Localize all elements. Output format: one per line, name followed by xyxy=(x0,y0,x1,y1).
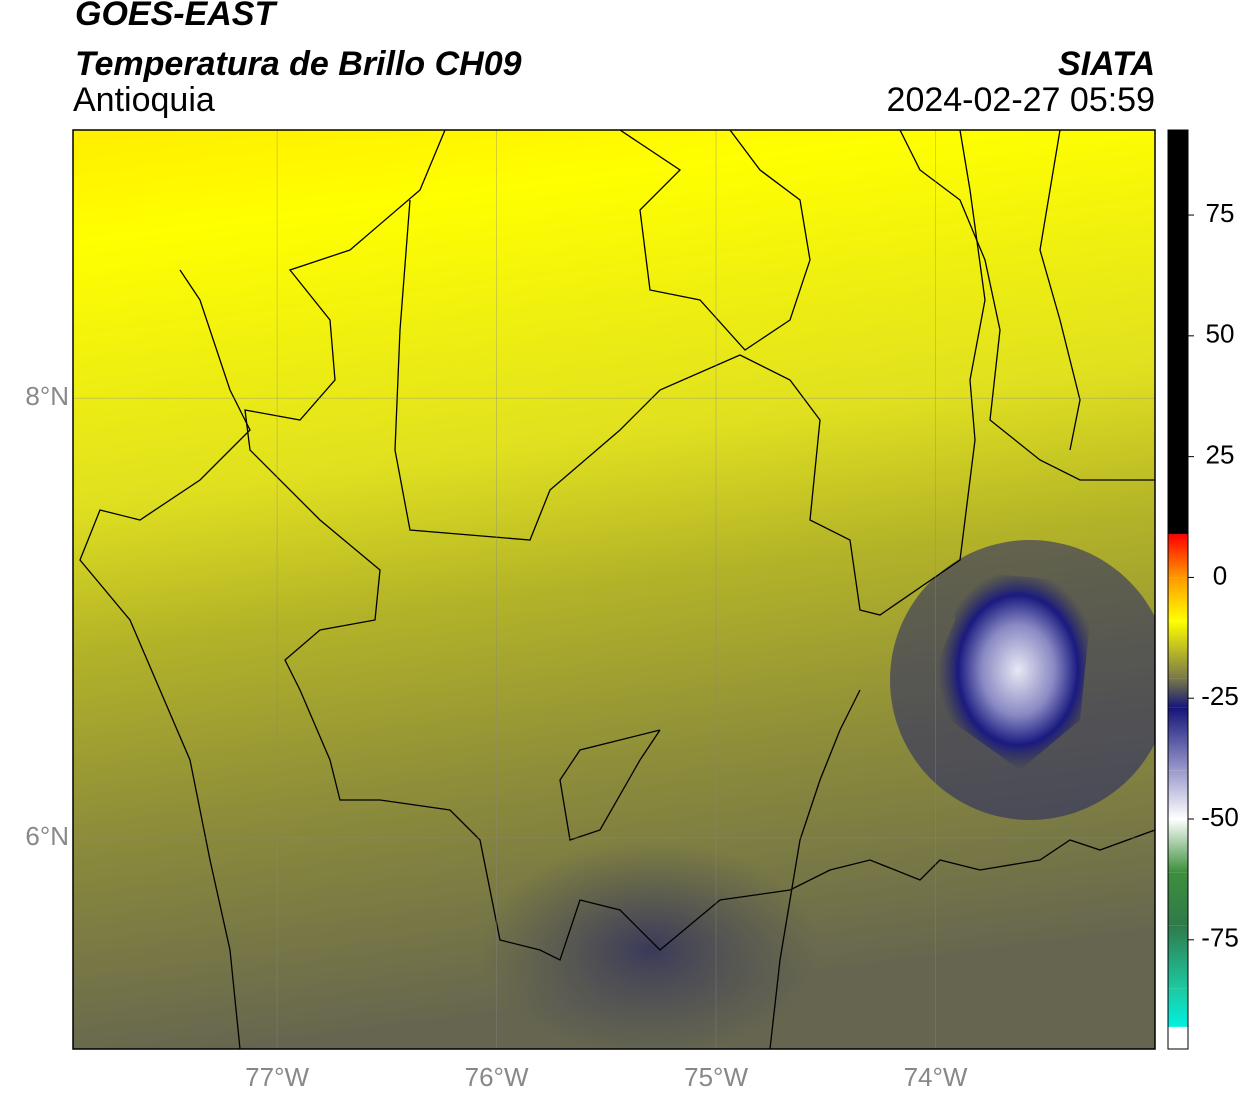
timestamp: 2024-02-27 05:59 xyxy=(887,81,1155,119)
map-image xyxy=(73,130,1155,1049)
title: GOES-EAST xyxy=(75,0,278,33)
subtitle: Temperatura de Brillo CH09 xyxy=(75,45,522,83)
colorbar-tick-label: 0 xyxy=(1213,560,1227,590)
colorbar-tick-label: -75 xyxy=(1201,923,1239,953)
colorbar-segment xyxy=(1168,1026,1188,1028)
source: SIATA xyxy=(1058,45,1155,83)
colorbar-segment xyxy=(1168,988,1188,1027)
colorbar-frame xyxy=(1167,129,1189,1050)
x-tick-label: 75°W xyxy=(684,1062,748,1092)
cold-area xyxy=(480,840,820,1049)
x-tick-label: 77°W xyxy=(245,1062,309,1092)
colorbar-segment xyxy=(1168,707,1188,771)
colorbar-tick-label: -25 xyxy=(1201,681,1239,711)
borders xyxy=(79,130,1155,1049)
colorbar-segment xyxy=(1168,533,1188,535)
colorbar-tick-label: -50 xyxy=(1201,802,1239,832)
colorbar-segment xyxy=(1168,925,1188,989)
colorbar-tick-label: 75 xyxy=(1206,198,1235,228)
graticule xyxy=(73,130,1155,1049)
colorbar-tick-label: 50 xyxy=(1206,319,1235,349)
cloud-core xyxy=(930,570,1090,770)
colorbar-segment xyxy=(1168,577,1188,621)
colorbar-segment xyxy=(1168,130,1188,534)
y-tick-label: 8°N xyxy=(25,381,69,411)
colorbar-segment xyxy=(1168,620,1188,679)
x-tick-label: 74°W xyxy=(904,1062,968,1092)
colorbar xyxy=(1168,130,1194,1049)
colorbar-segment xyxy=(1168,770,1188,820)
map-frame xyxy=(72,129,1156,1050)
y-tick-label: 6°N xyxy=(25,821,69,851)
region: Antioquia xyxy=(73,81,215,119)
colorbar-segment xyxy=(1168,534,1188,578)
colorbar-segment xyxy=(1168,1027,1188,1049)
colorbar-segment xyxy=(1168,819,1188,873)
x-tick-label: 76°W xyxy=(465,1062,529,1092)
colorbar-segment xyxy=(1168,678,1188,708)
colorbar-tick-label: 25 xyxy=(1206,440,1235,470)
colorbar-segment xyxy=(1168,872,1188,926)
